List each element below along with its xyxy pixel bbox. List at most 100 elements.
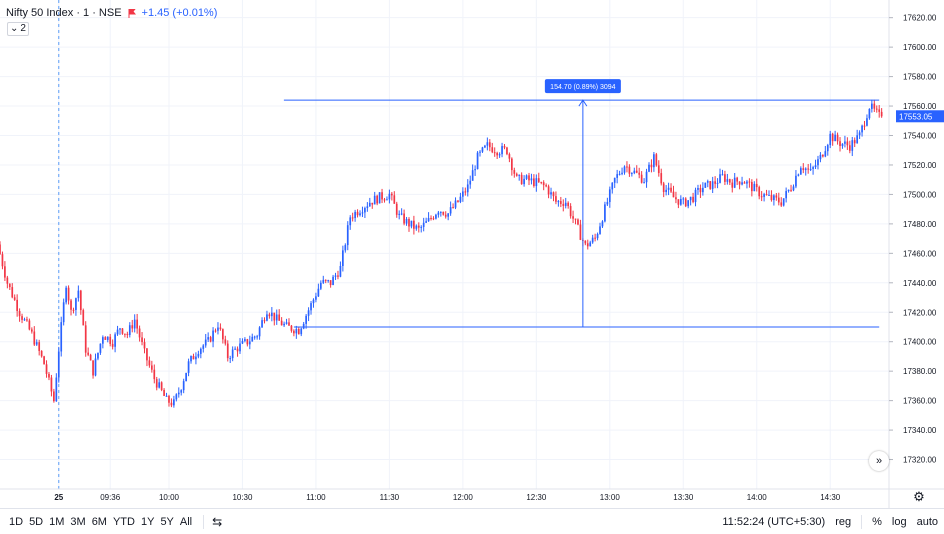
candle xyxy=(474,165,476,176)
candle-body xyxy=(398,213,401,215)
range-button-3m[interactable]: 3M xyxy=(70,515,86,528)
candle-body xyxy=(50,377,53,392)
candle-body xyxy=(667,187,670,190)
candle xyxy=(702,182,704,196)
candle-body xyxy=(868,108,871,119)
candle xyxy=(209,335,212,343)
candle-body xyxy=(212,330,214,342)
candle-body xyxy=(180,390,183,393)
candle xyxy=(158,378,161,389)
candle-body xyxy=(442,211,445,215)
symbol-title[interactable]: Nifty 50 Index · 1 · NSE xyxy=(6,7,122,19)
range-button-ytd[interactable]: YTD xyxy=(112,515,135,528)
candle xyxy=(53,388,55,403)
candle xyxy=(359,210,361,217)
candle xyxy=(30,327,33,334)
candle xyxy=(623,165,626,175)
candle-body xyxy=(873,103,876,109)
candle xyxy=(202,344,205,353)
time-axis[interactable]: 25 09:36 10:00 10:30 11:00 11:30 12:00 12:30 13:… xyxy=(54,493,840,502)
candle xyxy=(537,172,540,184)
candle-body xyxy=(35,342,38,345)
candle xyxy=(501,142,503,158)
candle-body xyxy=(506,147,508,155)
auto-toggle[interactable]: auto xyxy=(916,515,938,528)
candle xyxy=(684,197,687,208)
candle xyxy=(177,387,180,398)
candle-body xyxy=(802,168,805,171)
range-button-5d[interactable]: 5D xyxy=(29,515,44,528)
candle xyxy=(773,194,775,206)
range-button-all[interactable]: All xyxy=(179,515,193,528)
price-range-measure[interactable]: 154.70 (0.89%) 3094 xyxy=(283,79,880,328)
time-tick-label: 10:30 xyxy=(232,493,253,502)
last-price-badge: 17553.05 xyxy=(896,110,944,123)
candle-body xyxy=(302,323,305,329)
candle xyxy=(165,392,168,397)
indicators-collapse-button[interactable]: ⌄ 2 xyxy=(7,22,29,36)
candle-body xyxy=(469,180,472,185)
price-axis[interactable]: 17620.00 17600.00 17580.00 17560.00 17540.00… xyxy=(889,14,937,465)
candle-body xyxy=(175,394,178,400)
candle xyxy=(305,313,307,329)
candle-body xyxy=(390,193,393,196)
candle-body xyxy=(702,187,704,193)
calendar-range-icon[interactable]: ⇆ xyxy=(212,514,223,529)
range-button-1y[interactable]: 1Y xyxy=(140,515,155,528)
candle xyxy=(667,182,670,196)
candle xyxy=(782,198,785,207)
flag-icon[interactable] xyxy=(128,8,136,18)
candle-body xyxy=(613,177,616,183)
candle-body xyxy=(675,197,677,200)
candle-body xyxy=(684,198,687,207)
candle xyxy=(733,172,736,189)
candle xyxy=(413,215,415,235)
range-button-6m[interactable]: 6M xyxy=(91,515,107,528)
percent-toggle[interactable]: % xyxy=(872,515,882,528)
candle xyxy=(653,152,655,172)
range-button-1m[interactable]: 1M xyxy=(49,515,65,528)
gear-icon[interactable]: ⚙ xyxy=(913,489,925,504)
chart-grid xyxy=(0,0,889,489)
candle-body xyxy=(775,195,778,198)
candle-body xyxy=(148,360,151,366)
clock[interactable]: 11:52:24 (UTC+5:30) xyxy=(722,515,826,528)
candle-body xyxy=(520,174,523,185)
range-button-5y[interactable]: 5Y xyxy=(160,515,174,528)
candle xyxy=(121,328,124,335)
candle-body xyxy=(763,194,765,197)
candle xyxy=(626,161,628,173)
candle xyxy=(388,189,391,204)
candle-body xyxy=(760,196,763,198)
candle xyxy=(248,335,251,350)
candle-body xyxy=(138,328,141,338)
scroll-to-realtime-button[interactable]: » xyxy=(869,451,889,471)
session-toggle[interactable]: reg xyxy=(835,515,852,528)
candle xyxy=(307,307,310,322)
candle xyxy=(109,333,112,347)
candle-body xyxy=(858,132,861,136)
price-chart[interactable]: 154.70 (0.89%) 3094 17620.00 17600.00 1758… xyxy=(0,0,944,508)
chart-legend[interactable]: Nifty 50 Index · 1 · NSE +1.45 (+0.01%) xyxy=(6,6,217,20)
candle xyxy=(750,179,753,197)
range-button-1d[interactable]: 1D xyxy=(9,515,24,528)
candle xyxy=(464,187,467,196)
candle xyxy=(449,201,452,216)
candle xyxy=(351,212,354,222)
candle-body xyxy=(99,343,102,353)
candle-body xyxy=(809,168,812,170)
log-toggle[interactable]: log xyxy=(891,515,907,528)
candle xyxy=(601,220,604,228)
candle xyxy=(802,163,805,174)
candle-body xyxy=(550,192,552,195)
candle-body xyxy=(836,134,839,142)
candle xyxy=(207,332,210,342)
candle-body xyxy=(248,341,251,345)
candle xyxy=(38,339,41,356)
candle-body xyxy=(219,327,222,330)
candle-body xyxy=(84,325,87,353)
candle xyxy=(312,298,315,308)
candle-body xyxy=(765,194,768,196)
candle xyxy=(817,155,819,170)
candle-body xyxy=(503,146,506,148)
